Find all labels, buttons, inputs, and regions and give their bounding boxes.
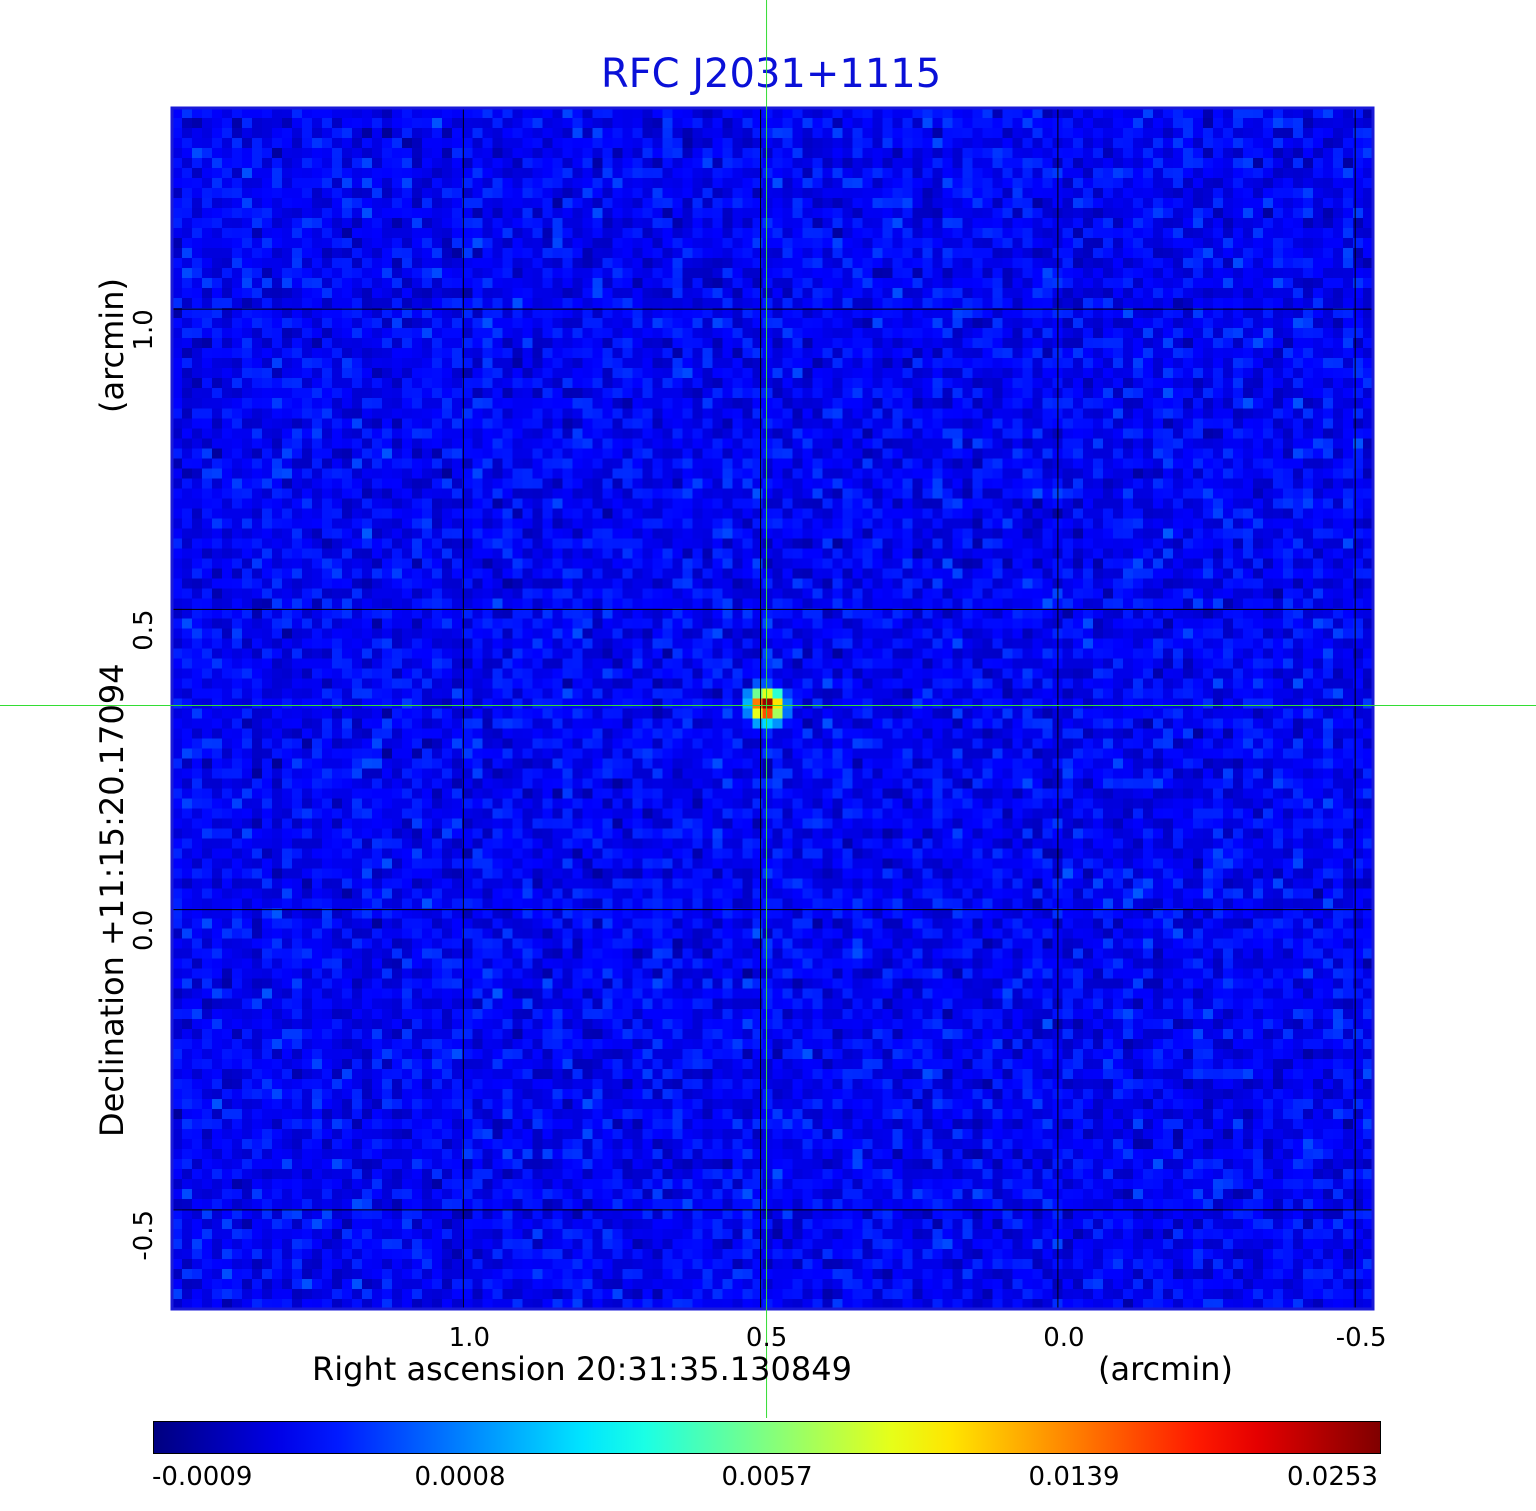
x-tick-label: -0.5 [1336,1323,1387,1353]
x-tick-label: 0.0 [1043,1323,1084,1353]
chart-title: RFC J2031+1115 [600,51,942,97]
x-tick-labels: 1.0 0.5 0.0 -0.5 [449,1323,1387,1353]
plot-frame [170,106,1375,1311]
y-axis-label: Declination +11:15:20.17094 [93,663,131,1137]
colorbar-tick-label: 0.0008 [414,1462,506,1492]
x-tick-label: 0.5 [746,1323,787,1353]
y-tick-label: 0.5 [129,609,159,650]
y-tick-labels: 1.0 0.5 0.0 -0.5 [129,309,159,1260]
colorbar-tick-label: -0.0009 [152,1462,253,1492]
y-axis-unit: (arcmin) [93,278,131,413]
colorbar-tick-label: 0.0253 [1287,1462,1378,1492]
colorbar-tick-label: 0.0057 [721,1462,813,1492]
y-tick-label: 1.0 [129,309,159,350]
crosshair [0,0,1536,1418]
colorbar [153,1421,1381,1454]
x-axis-label: Right ascension 20:31:35.130849 [312,1350,852,1388]
y-tick-label: 0.0 [129,910,159,951]
image-plot [172,108,1373,1309]
x-axis-unit: (arcmin) [1098,1350,1233,1388]
y-tick-label: -0.5 [129,1210,159,1261]
colorbar-tick-label: 0.0139 [1028,1462,1120,1492]
grid-lines [172,108,1373,1309]
x-tick-label: 1.0 [449,1323,490,1353]
